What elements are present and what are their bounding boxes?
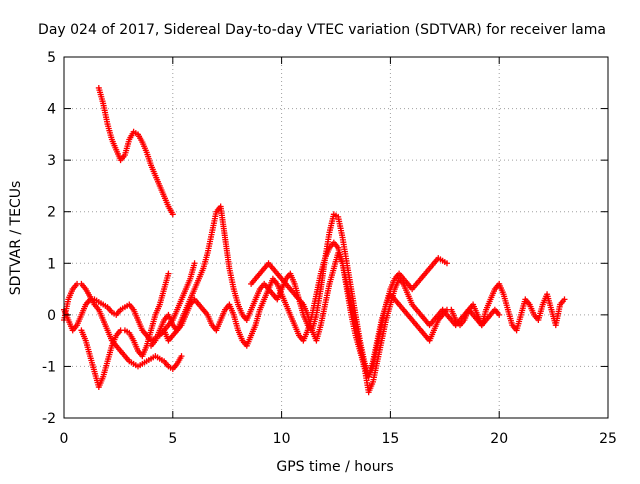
data-point — [165, 270, 172, 277]
y-tick-label: -2 — [42, 411, 56, 427]
data-point — [443, 260, 450, 267]
x-tick-label: 5 — [168, 431, 177, 447]
plot-border — [63, 56, 609, 419]
y-tick-label: 0 — [47, 308, 56, 324]
x-tick-label: 10 — [273, 431, 291, 447]
y-tick-label: 4 — [47, 102, 56, 118]
y-axis-label: SDTVAR / TECUs — [8, 181, 24, 296]
y-axis-ticks: -2 -1 0 1 2 3 4 5 — [42, 50, 608, 427]
y-tick-label: -1 — [42, 359, 56, 375]
y-tick-label: 2 — [47, 205, 56, 221]
x-axis-label: GPS time / hours — [276, 459, 393, 475]
x-axis-ticks: 0 5 10 15 20 25 — [60, 57, 617, 447]
data-point — [178, 353, 185, 360]
y-tick-label: 3 — [47, 153, 56, 169]
x-tick-label: 25 — [599, 431, 617, 447]
x-tick-label: 15 — [381, 431, 399, 447]
chart-title: Day 024 of 2017, Sidereal Day-to-day VTE… — [38, 22, 606, 38]
x-tick-label: 20 — [490, 431, 508, 447]
data-point — [191, 260, 198, 267]
y-tick-label: 1 — [47, 256, 56, 272]
x-tick-label: 0 — [60, 431, 69, 447]
y-tick-label: 5 — [47, 50, 56, 66]
data-markers — [61, 84, 568, 396]
data-point — [561, 296, 568, 303]
data-point — [496, 311, 503, 318]
data-point — [169, 211, 176, 218]
